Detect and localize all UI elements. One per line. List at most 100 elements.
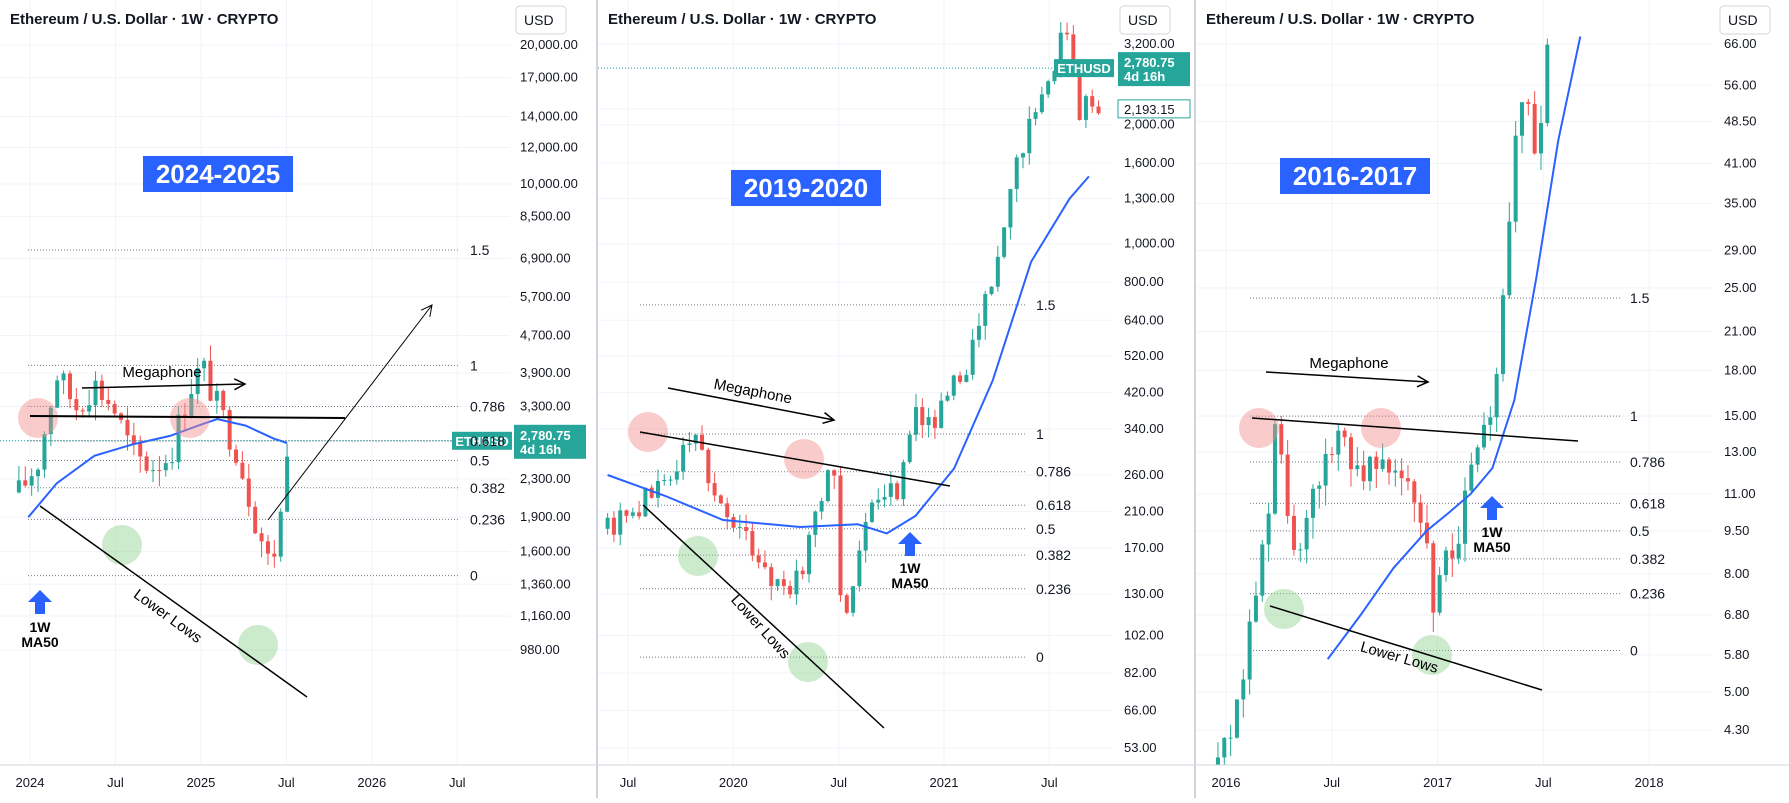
candle-body <box>1342 430 1347 438</box>
currency-button[interactable]: USD <box>1719 5 1771 35</box>
fib-level-label: 0.786 <box>470 398 505 414</box>
candle-body <box>882 496 887 500</box>
candle-body <box>832 470 837 476</box>
candle-body <box>1462 490 1467 544</box>
megaphone-label: Megaphone <box>1309 355 1388 372</box>
candle-body <box>1532 104 1537 154</box>
chart-title: Ethereum / U.S. Dollar · 1W · CRYPTO <box>10 11 279 28</box>
fib-level-label: 1.5 <box>1036 297 1056 313</box>
candle-body <box>1424 522 1429 544</box>
resistance-circle <box>1361 408 1401 448</box>
candle-body <box>637 512 642 517</box>
candle-body <box>1367 456 1372 482</box>
candle-body <box>611 517 616 535</box>
candle-body <box>914 407 919 435</box>
candle-body <box>851 586 856 613</box>
y-tick-label: 9.50 <box>1724 523 1749 538</box>
y-tick-label: 56.00 <box>1724 77 1757 92</box>
y-tick-label: 4.30 <box>1724 722 1749 737</box>
candle-body <box>1361 465 1366 482</box>
resistance-circle <box>628 412 668 452</box>
period-badge: 2016-2017 <box>1280 158 1430 194</box>
candle-body <box>227 410 232 450</box>
candle-body <box>272 553 277 557</box>
candle-body <box>1507 221 1512 296</box>
candle-body <box>246 478 251 507</box>
price-countdown: 4d 16h <box>1124 69 1165 84</box>
ma50-arrow <box>898 532 922 556</box>
currency-button[interactable]: USD <box>1119 5 1171 35</box>
candle-body <box>838 475 843 596</box>
y-tick-label: 2,300.00 <box>520 471 571 486</box>
period-badge-text: 2016-2017 <box>1293 161 1417 191</box>
candle-body <box>756 555 761 563</box>
candle-body <box>61 373 66 381</box>
currency-button-frame[interactable] <box>1719 5 1771 35</box>
resistance-circle <box>784 439 824 479</box>
candle-body <box>976 325 981 340</box>
price-value: 2,780.75 <box>1124 55 1175 70</box>
candle-body <box>926 417 931 426</box>
support-circle <box>1264 589 1304 629</box>
x-tick-label: 2026 <box>357 775 386 790</box>
candle-body <box>1014 157 1019 189</box>
candle-body <box>67 373 72 400</box>
y-tick-label: 66.00 <box>1724 36 1757 51</box>
candle-body <box>643 487 648 517</box>
candle-body <box>29 476 34 486</box>
candle-body <box>662 480 667 482</box>
candle-body <box>55 380 60 408</box>
y-tick-label: 17,000.00 <box>520 70 578 85</box>
candle-body <box>970 339 975 375</box>
candle-body <box>1481 424 1486 448</box>
currency-button[interactable]: USD <box>515 5 567 35</box>
candle-body <box>48 407 53 435</box>
candle-body <box>1234 699 1239 738</box>
fib-level-label: 0.236 <box>470 511 505 527</box>
currency-button-frame[interactable] <box>1119 5 1171 35</box>
candle-body <box>99 380 104 400</box>
candle-body <box>630 512 635 516</box>
ma50-label-line1: 1W <box>900 560 922 576</box>
fib-level-label: 0.5 <box>470 453 490 469</box>
candle-body <box>725 503 730 518</box>
megaphone-arrow-head <box>822 412 836 425</box>
candle-body <box>1285 454 1290 516</box>
candle-body <box>1033 112 1038 119</box>
candle-body <box>932 417 937 428</box>
chart-title: Ethereum / U.S. Dollar · 1W · CRYPTO <box>1206 11 1475 28</box>
y-tick-label: 20,000.00 <box>520 37 578 52</box>
y-tick-label: 2,000.00 <box>1124 117 1175 132</box>
candle-body <box>80 410 85 412</box>
candle-body <box>712 483 717 496</box>
price-symbol: ETHUSD <box>455 434 508 449</box>
y-tick-label: 18.00 <box>1724 362 1757 377</box>
y-tick-label: 1,160.00 <box>520 608 571 623</box>
currency-button-frame[interactable] <box>515 5 567 35</box>
candle-body <box>1046 81 1051 95</box>
candle-body <box>869 502 874 522</box>
candle-body <box>1058 32 1063 71</box>
ma50-line <box>607 175 1090 535</box>
candle-body <box>1247 621 1252 680</box>
candle-body <box>1513 135 1518 222</box>
candle-body <box>674 471 679 480</box>
price-value: 2,780.75 <box>520 428 571 443</box>
ma50-label-line2: MA50 <box>1473 539 1511 555</box>
megaphone-arrow <box>81 383 246 389</box>
candle-body <box>1469 464 1474 491</box>
x-tick-label: Jul <box>620 775 637 790</box>
candle-body <box>189 394 194 417</box>
candle-body <box>706 449 711 484</box>
candle-body <box>42 434 47 470</box>
candle-body <box>1443 550 1448 576</box>
y-tick-label: 1,600.00 <box>1124 155 1175 170</box>
x-tick-label: Jul <box>278 775 295 790</box>
candle-body <box>259 533 264 542</box>
candle-body <box>693 434 698 444</box>
candle-body <box>144 456 149 471</box>
candle-body <box>1215 757 1220 765</box>
candle-body <box>74 399 79 411</box>
candle-body <box>863 521 868 551</box>
